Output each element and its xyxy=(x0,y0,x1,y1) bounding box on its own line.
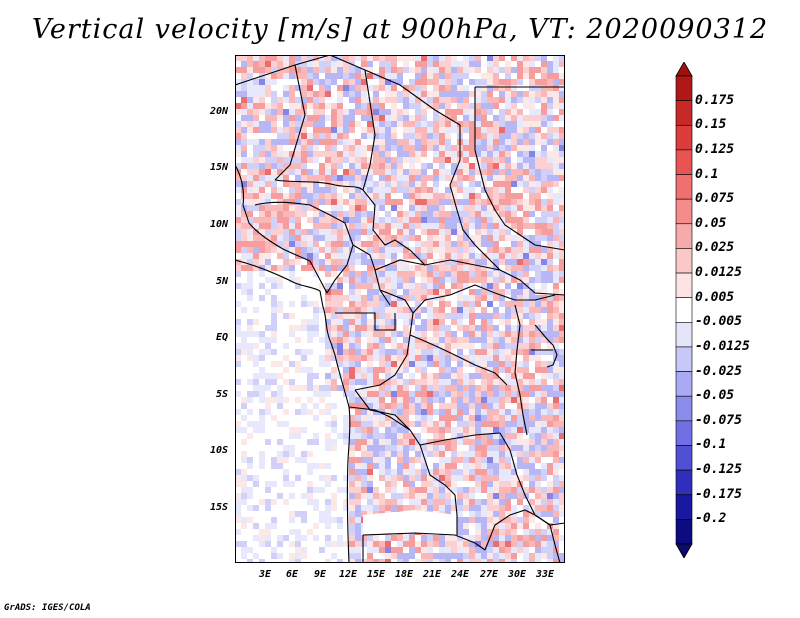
coastline xyxy=(235,259,351,563)
colorbar-label: 0.005 xyxy=(695,289,735,305)
colorbar-label: 0.05 xyxy=(695,215,727,231)
lon-label-9E: 9E xyxy=(313,569,327,580)
colorbar-segment xyxy=(675,322,693,348)
lon-label-6E: 6E xyxy=(285,569,299,580)
colorbar-segment xyxy=(675,149,693,175)
colorbar-segment xyxy=(675,272,693,298)
vertical-velocity-field xyxy=(235,55,565,563)
lon-label-21E: 21E xyxy=(422,569,442,580)
lon-label-12E: 12E xyxy=(338,569,358,580)
colorbar-segment xyxy=(675,223,693,249)
colorbar-label: -0.1 xyxy=(695,437,727,453)
colorbar-segment xyxy=(675,75,693,101)
colorbar-label: -0.05 xyxy=(695,388,735,404)
lat-label-15N: 15N xyxy=(209,162,228,173)
chart-title: Vertical velocity [m/s] at 900hPa, VT: 2… xyxy=(31,14,769,45)
colorbar-label: 0.025 xyxy=(695,240,735,256)
colorbar-label: -0.075 xyxy=(695,412,742,428)
lat-label-5N: 5N xyxy=(215,276,228,287)
colorbar-segment xyxy=(675,494,693,520)
colorbar-segment xyxy=(675,469,693,496)
colorbar-segment xyxy=(675,420,693,446)
colorbar-label: 0.15 xyxy=(695,117,727,133)
grads-credit: GrADS: IGES/COLA xyxy=(4,603,91,613)
colorbar-segment xyxy=(675,519,693,545)
colorbar-segment xyxy=(675,248,693,274)
map-panel xyxy=(235,55,565,563)
colorbar-top-arrow xyxy=(675,62,693,77)
colorbar-segment xyxy=(675,174,693,200)
lat-label-5S: 5S xyxy=(215,389,228,400)
colorbar-segment xyxy=(675,100,693,126)
lat-label-15S: 15S xyxy=(209,502,228,513)
country-borders xyxy=(235,55,565,563)
lat-label-10S: 10S xyxy=(209,445,228,456)
colorbar-label: -0.2 xyxy=(695,511,727,527)
west-africa-coast xyxy=(235,164,311,262)
colorbar-segment xyxy=(675,371,693,397)
colorbar-label: -0.175 xyxy=(695,486,742,502)
colorbar xyxy=(675,62,693,558)
colorbar-label: -0.0125 xyxy=(695,338,750,354)
colorbar-segment xyxy=(675,198,693,225)
lon-label-15E: 15E xyxy=(366,569,386,580)
colorbar-segment xyxy=(675,297,693,323)
colorbar-label: 0.075 xyxy=(695,191,735,207)
colorbar-label: 0.1 xyxy=(695,166,719,182)
lat-label-20N: 20N xyxy=(209,106,228,117)
lon-label-33E: 33E xyxy=(535,569,555,580)
colorbar-label: -0.125 xyxy=(695,462,742,478)
colorbar-segment xyxy=(675,124,693,151)
colorbar-label: 0.175 xyxy=(695,92,735,108)
map-frame xyxy=(235,55,565,563)
colorbar-label: -0.025 xyxy=(695,363,742,379)
lon-label-30E: 30E xyxy=(507,569,527,580)
colorbar-label: 0.0125 xyxy=(695,265,742,281)
colorbar-segment xyxy=(675,445,693,471)
lat-label-eq: EQ xyxy=(215,332,228,343)
lon-label-27E: 27E xyxy=(479,569,499,580)
lat-label-10N: 10N xyxy=(209,219,228,230)
colorbar-label: -0.005 xyxy=(695,314,742,330)
colorbar-segment xyxy=(675,395,693,422)
lon-label-24E: 24E xyxy=(450,569,470,580)
colorbar-bottom-arrow xyxy=(675,543,693,558)
colorbar-label: 0.125 xyxy=(695,141,735,157)
colorbar-segment xyxy=(675,346,693,372)
lon-label-3E: 3E xyxy=(258,569,272,580)
lon-label-18E: 18E xyxy=(394,569,414,580)
